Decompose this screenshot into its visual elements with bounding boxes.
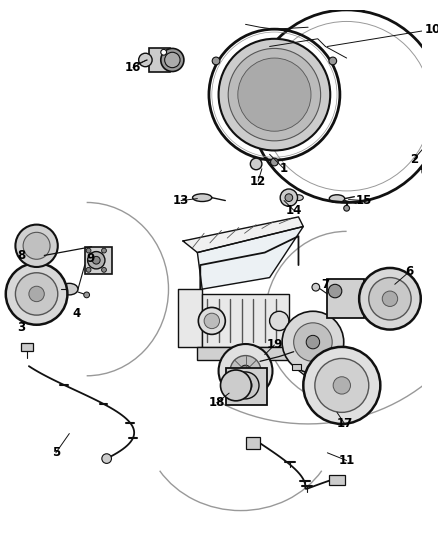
Circle shape	[219, 344, 272, 398]
Circle shape	[29, 286, 44, 302]
Ellipse shape	[193, 194, 212, 201]
Ellipse shape	[60, 284, 78, 295]
Polygon shape	[198, 227, 303, 289]
Circle shape	[165, 52, 180, 68]
Text: 15: 15	[356, 194, 372, 207]
Circle shape	[369, 278, 411, 320]
Circle shape	[198, 308, 225, 334]
Circle shape	[238, 58, 311, 131]
Circle shape	[251, 158, 262, 169]
Circle shape	[306, 335, 320, 349]
Bar	[21, 343, 33, 351]
Circle shape	[239, 378, 252, 392]
Bar	[292, 364, 301, 370]
Text: 11: 11	[339, 454, 355, 467]
Circle shape	[102, 268, 106, 272]
Circle shape	[282, 311, 344, 373]
Bar	[202, 294, 289, 347]
Circle shape	[15, 273, 58, 315]
Text: 7: 7	[321, 278, 329, 291]
Circle shape	[432, 52, 438, 58]
Circle shape	[86, 248, 91, 253]
Ellipse shape	[329, 195, 345, 203]
Circle shape	[228, 49, 321, 141]
Circle shape	[92, 256, 100, 264]
Bar	[327, 279, 364, 318]
Circle shape	[359, 268, 421, 329]
Text: 8: 8	[17, 249, 25, 262]
Circle shape	[382, 291, 398, 306]
Text: 6: 6	[405, 265, 413, 278]
Polygon shape	[183, 217, 303, 253]
Circle shape	[204, 313, 219, 329]
Text: 10: 10	[425, 23, 438, 36]
Circle shape	[161, 50, 166, 55]
Circle shape	[88, 252, 105, 269]
Circle shape	[230, 356, 261, 386]
Ellipse shape	[293, 195, 303, 200]
Circle shape	[270, 311, 289, 330]
Circle shape	[315, 359, 369, 413]
Circle shape	[86, 268, 91, 272]
Text: 12: 12	[250, 175, 266, 188]
Bar	[329, 475, 345, 485]
Circle shape	[422, 169, 427, 175]
Text: 16: 16	[125, 61, 141, 74]
Circle shape	[344, 205, 350, 211]
Circle shape	[329, 57, 337, 65]
Circle shape	[212, 57, 220, 65]
Circle shape	[248, 138, 254, 144]
Text: 18: 18	[208, 396, 225, 409]
Text: 4: 4	[73, 306, 81, 320]
Circle shape	[293, 323, 332, 361]
Circle shape	[333, 377, 350, 394]
Circle shape	[361, 3, 367, 9]
Circle shape	[84, 292, 89, 298]
Text: 19: 19	[266, 338, 283, 351]
Circle shape	[312, 284, 320, 291]
Circle shape	[219, 39, 330, 150]
Circle shape	[328, 284, 342, 298]
Circle shape	[285, 194, 293, 201]
Polygon shape	[178, 289, 202, 347]
Text: 3: 3	[17, 321, 25, 334]
Circle shape	[240, 365, 251, 377]
Bar	[247, 438, 260, 449]
Bar	[85, 247, 112, 274]
Circle shape	[6, 263, 67, 325]
Text: 13: 13	[173, 194, 189, 207]
Text: 2: 2	[410, 152, 418, 166]
Bar	[198, 347, 293, 360]
Text: 1: 1	[280, 162, 288, 175]
Circle shape	[102, 454, 111, 463]
Circle shape	[161, 49, 184, 71]
Text: 17: 17	[336, 417, 353, 431]
Circle shape	[139, 53, 152, 67]
Circle shape	[102, 248, 106, 253]
Bar	[149, 49, 170, 71]
Circle shape	[271, 158, 278, 166]
Text: 14: 14	[286, 204, 302, 217]
Circle shape	[232, 372, 259, 399]
Text: 9: 9	[86, 252, 95, 265]
Bar	[226, 368, 267, 405]
Circle shape	[23, 232, 50, 259]
Circle shape	[15, 224, 58, 267]
Circle shape	[220, 370, 251, 401]
Text: 5: 5	[52, 446, 60, 459]
Circle shape	[280, 189, 297, 206]
Circle shape	[303, 347, 380, 424]
